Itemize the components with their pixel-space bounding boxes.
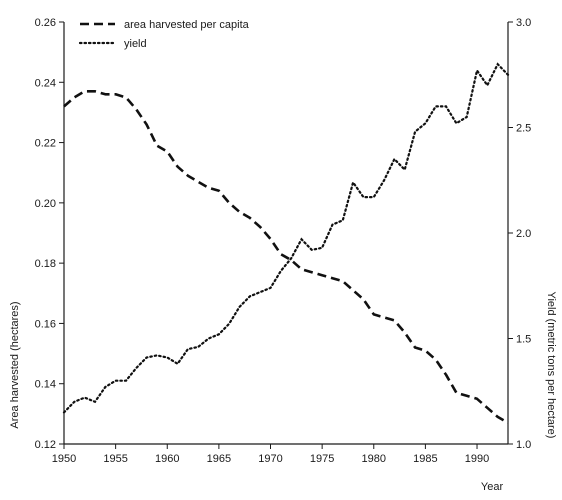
x-tick-label: 1990 — [465, 453, 489, 465]
x-tick-label: 1965 — [207, 453, 231, 465]
y-left-tick-label: 0.14 — [35, 379, 56, 391]
legend-label-area: area harvested per capita — [124, 19, 250, 31]
y-right-tick-label: 1.5 — [516, 334, 531, 346]
x-tick-label: 1950 — [52, 453, 76, 465]
legend: area harvested per capita yield — [78, 19, 250, 50]
x-tick-label: 1955 — [103, 453, 127, 465]
y-left-tick-label: 0.22 — [35, 138, 56, 150]
y-left-axis-title: Area harvested (hectares) — [9, 301, 21, 428]
y-left-tick-label: 0.18 — [35, 258, 56, 270]
y-left-tick-label: 0.12 — [35, 439, 56, 451]
y-right-tick-label: 1.0 — [516, 439, 531, 451]
x-tick-label: 1960 — [155, 453, 179, 465]
series-line-area-harvested — [63, 90, 509, 425]
series-line-yield — [62, 62, 510, 414]
y-right-tick-label: 3.0 — [516, 17, 531, 29]
ticks: 1950 1955 1960 1965 1970 1975 1980 1985 1990 0.12… — [35, 17, 532, 465]
series — [62, 62, 510, 425]
x-tick-label: 1985 — [413, 453, 437, 465]
y-right-tick-label: 2.0 — [516, 228, 531, 240]
y-right-tick-label: 2.5 — [516, 123, 531, 135]
legend-label-yield: yield — [124, 38, 147, 50]
x-tick-label: 1970 — [258, 453, 282, 465]
y-left-tick-label: 0.16 — [35, 318, 56, 330]
y-left-tick-label: 0.24 — [35, 77, 56, 89]
x-axis-title: Year — [481, 481, 504, 493]
y-left-tick-label: 0.20 — [35, 198, 56, 210]
y-left-tick-label: 0.26 — [35, 17, 56, 29]
x-tick-label: 1980 — [362, 453, 386, 465]
x-tick-label: 1975 — [310, 453, 334, 465]
y-right-axis-title: Yield (metric tons per hectare) — [545, 292, 557, 439]
axes — [63, 22, 509, 445]
